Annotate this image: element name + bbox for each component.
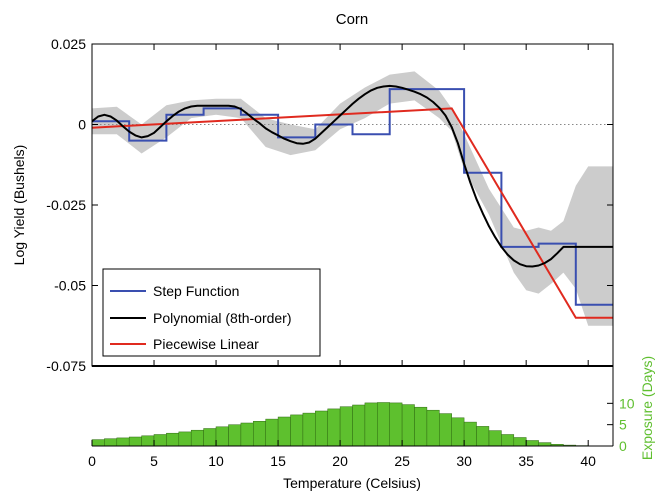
y-tick-label: 0.025 — [51, 36, 86, 52]
y-tick-label: -0.025 — [46, 197, 86, 213]
y-tick-label: 0 — [78, 117, 86, 133]
y2-axis-label: Exposure (Days) — [639, 356, 655, 460]
legend-label-step: Step Function — [153, 283, 239, 299]
x-tick-label: 10 — [208, 453, 224, 469]
exposure-bar — [104, 438, 118, 447]
legend-label-poly: Polynomial (8th-order) — [153, 310, 292, 326]
exposure-bar — [352, 404, 366, 447]
exposure-bar — [166, 432, 180, 447]
x-tick-label: 40 — [580, 453, 596, 469]
exposure-bar — [302, 412, 316, 447]
piecewise-linear-line — [92, 107, 613, 319]
legend-label-linear: Piecewise Linear — [153, 336, 259, 352]
exposure-bar — [253, 421, 266, 447]
x-axis-label: Temperature (Celsius) — [283, 475, 421, 491]
chart-title: Corn — [336, 11, 369, 28]
confidence-band — [92, 71, 613, 326]
yield-panel: 0.025 0 -0.025 -0.05 -0.075 — [46, 36, 614, 374]
exposure-bar — [364, 402, 378, 447]
exposure-bar — [401, 404, 415, 447]
y2-tick-label: 10 — [619, 395, 635, 411]
y-tick-label: -0.05 — [54, 278, 86, 294]
x-tick-label: 15 — [270, 453, 286, 469]
exposure-bar — [315, 410, 328, 447]
exposure-bar — [178, 431, 192, 447]
exposure-bar — [141, 435, 155, 447]
legend-box — [102, 268, 321, 357]
exposure-bar — [153, 434, 167, 447]
exposure-bar — [190, 429, 204, 447]
exposure-bar — [501, 434, 515, 447]
x-tick-label: 0 — [88, 453, 96, 469]
legend: Step Function Polynomial (8th-order) Pie… — [102, 268, 321, 357]
x-tick-label: 35 — [518, 453, 534, 469]
x-tick-label: 25 — [394, 453, 410, 469]
exposure-bar — [228, 424, 242, 447]
exposure-bar — [265, 418, 279, 447]
y2-tick-label: 0 — [619, 438, 627, 454]
exposure-bar — [525, 440, 539, 447]
step-function-line — [92, 88, 613, 306]
y2-tick-label: 5 — [619, 417, 627, 433]
exposure-bar — [290, 414, 304, 447]
x-tick-label: 30 — [456, 453, 472, 469]
exposure-bar — [488, 430, 502, 447]
exposure-panel: 0 5 10 0 5 10 15 20 25 30 35 40 — [88, 366, 635, 469]
polynomial-line — [92, 84, 613, 268]
exposure-bar — [389, 402, 403, 447]
exposure-bar — [128, 436, 142, 447]
y-tick-label: -0.075 — [46, 358, 86, 374]
exposure-bar — [451, 417, 465, 447]
exposure-bar — [203, 428, 217, 447]
exposure-bar — [91, 439, 105, 447]
exposure-bar — [116, 437, 130, 447]
exposure-bar — [476, 426, 490, 447]
exposure-bar — [463, 421, 477, 447]
exposure-bar — [377, 402, 390, 447]
x-tick-label: 5 — [150, 453, 158, 469]
exposure-bar — [339, 406, 353, 447]
x-tick-label: 20 — [332, 453, 348, 469]
y-axis-label: Log Yield (Bushels) — [11, 145, 27, 266]
exposure-bar — [426, 409, 440, 447]
exposure-bar — [439, 413, 452, 447]
exposure-bar — [215, 426, 229, 447]
exposure-bar — [538, 442, 552, 447]
exposure-bar — [240, 422, 254, 447]
exposure-bar — [513, 437, 527, 447]
exposure-bar — [414, 406, 428, 447]
exposure-bar — [327, 408, 341, 447]
exposure-bar — [277, 416, 291, 447]
